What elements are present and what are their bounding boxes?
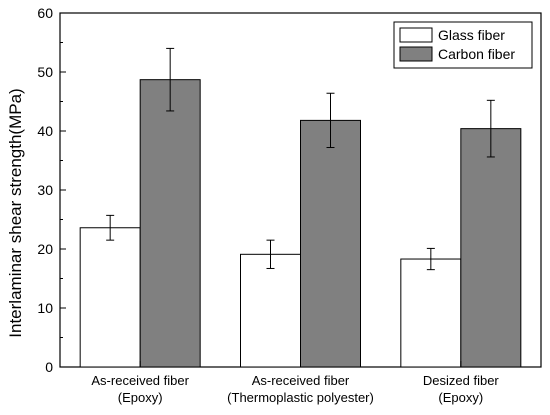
x-tick-label: As-received fiber (252, 373, 350, 388)
y-tick-label-20: 20 (37, 241, 53, 257)
y-tick-label-30: 30 (37, 182, 53, 198)
bar-carbon-fiber-2 (460, 128, 522, 368)
y-tick-label-50: 50 (37, 64, 53, 80)
y-tick-label-10: 10 (37, 300, 53, 316)
x-tick-label: (Epoxy) (438, 390, 483, 405)
legend-label-carbon-fiber: Carbon fiber (438, 46, 515, 62)
bar-carbon-fiber-0 (139, 79, 201, 368)
y-tick-label-0: 0 (45, 359, 53, 375)
legend-swatch-carbon-fiber (399, 46, 433, 62)
y-tick-label-60: 60 (37, 5, 53, 21)
y-axis-label: Interlaminar shear strength(MPa) (6, 88, 25, 337)
axes-group: 0 10 20 30 40 50 60 As-received fiber (Epoxy) As-… (37, 5, 499, 405)
legend-label-glass-fiber: Glass fiber (438, 27, 505, 43)
x-tick-label: (Thermoplastic polyester) (227, 390, 374, 405)
bar-glass-fiber-1 (240, 253, 301, 368)
bar-glass-fiber-0 (79, 227, 141, 368)
legend: Glass fiber Carbon fiber (393, 21, 533, 69)
y-tick-label-40: 40 (37, 123, 53, 139)
x-tick-label: Desized fiber (423, 373, 500, 388)
error-bars-group (106, 47, 495, 271)
x-tick-label: As-received fiber (91, 373, 189, 388)
bar-carbon-fiber-1 (300, 119, 361, 368)
legend-swatch-glass-fiber (399, 27, 433, 43)
x-tick-label: (Epoxy) (118, 390, 163, 405)
bar-glass-fiber-2 (400, 258, 462, 368)
bars-group (79, 79, 522, 368)
